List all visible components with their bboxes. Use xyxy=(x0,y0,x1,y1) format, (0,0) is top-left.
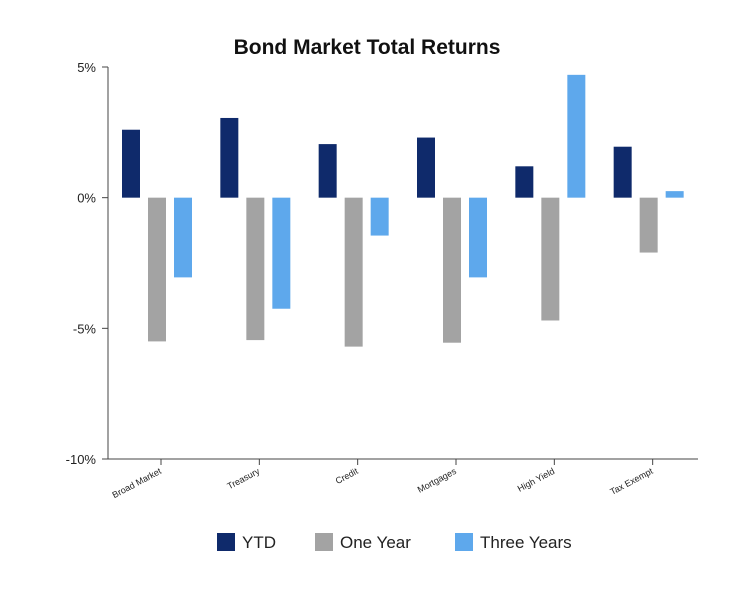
bar-one-year-mortgages xyxy=(443,197,461,343)
x-tick-label: Credit xyxy=(334,466,360,486)
chart-title: Bond Market Total Returns xyxy=(234,36,501,59)
legend-label: YTD xyxy=(242,533,276,552)
bar-three-years-high-yield xyxy=(567,74,586,198)
bar-ytd-mortgages xyxy=(417,137,435,198)
y-tick-label: 5% xyxy=(77,60,96,75)
bar-three-years-broad-market xyxy=(174,197,192,278)
bar-three-years-tax-exempt xyxy=(665,191,684,198)
bar-ytd-treasury xyxy=(220,117,239,198)
bar-one-year-treasury xyxy=(246,197,265,341)
bar-three-years-treasury xyxy=(272,197,291,309)
bar-three-years-mortgages xyxy=(469,197,487,278)
y-tick-label: 0% xyxy=(77,191,96,206)
bar-ytd-credit xyxy=(318,144,337,198)
legend-label: One Year xyxy=(340,533,411,552)
x-tick-label: Tax Exempt xyxy=(608,466,655,497)
bar-one-year-credit xyxy=(344,197,363,347)
legend-label: Three Years xyxy=(480,533,572,552)
bars xyxy=(122,74,684,347)
y-tick-label: -5% xyxy=(73,321,97,336)
bar-one-year-broad-market xyxy=(148,197,166,342)
legend: YTD One Year Three Years xyxy=(217,533,572,552)
legend-swatch-three-years xyxy=(455,533,473,551)
bar-one-year-tax-exempt xyxy=(639,197,658,253)
legend-swatch-ytd xyxy=(217,533,235,551)
y-tick-label: -10% xyxy=(66,452,97,467)
x-tick-label: Broad Market xyxy=(111,466,164,500)
bar-ytd-broad-market xyxy=(122,129,140,198)
x-tick-label: Treasury xyxy=(226,466,262,492)
x-tick-label: High Yield xyxy=(516,466,556,494)
legend-swatch-one-year xyxy=(315,533,333,551)
bar-one-year-high-yield xyxy=(541,197,560,321)
bar-ytd-high-yield xyxy=(515,166,534,198)
bar-ytd-tax-exempt xyxy=(613,146,632,198)
x-tick-label: Mortgages xyxy=(416,466,459,495)
bar-three-years-credit xyxy=(370,197,389,236)
